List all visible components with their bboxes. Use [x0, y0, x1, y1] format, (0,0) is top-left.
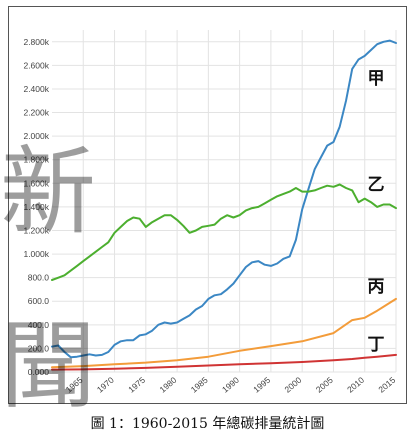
y-tick-label: 1.000k: [23, 249, 49, 259]
x-tick-label: 1975: [126, 375, 147, 395]
y-tick-label: 1.200k: [23, 225, 49, 235]
x-tick-label: 2015: [376, 375, 397, 395]
series-line-1: [51, 39, 397, 359]
series-label-4: 丁: [368, 335, 385, 355]
series-line-2: [51, 183, 397, 281]
series-label-3: 丙: [368, 277, 385, 297]
series-label-1: 甲: [368, 69, 385, 89]
y-tick-label: 0.000: [28, 367, 50, 377]
series-label-2: 乙: [368, 175, 385, 195]
y-tick-label: 1.600k: [23, 178, 49, 188]
x-tick-label: 1970: [95, 375, 116, 395]
x-tick-label: 1980: [157, 375, 178, 395]
y-tick-label: 1.800k: [23, 155, 49, 165]
y-tick-label: 600.0: [28, 296, 50, 306]
x-tick-label: 1985: [189, 375, 210, 395]
x-tick-label: 1995: [251, 375, 272, 395]
x-tick-label: 2005: [314, 375, 335, 395]
x-tick-label: 1990: [220, 375, 241, 395]
chart-frame: [8, 6, 407, 404]
x-tick-label: 2000: [283, 375, 304, 395]
series-line-4: [51, 353, 397, 371]
y-tick-label: 1.400k: [23, 202, 49, 212]
line-chart: 0.000 200.0 400.0 600.0 800.0 1.000k 1.200k 1.4…: [23, 30, 397, 395]
y-tick-label: 2.800k: [23, 37, 49, 47]
watermark-char-2: 聞: [0, 310, 96, 422]
y-tick-label: 800.0: [28, 273, 50, 283]
y-tick-label: 2.000k: [23, 131, 49, 141]
y-tick-label: 2.400k: [23, 84, 49, 94]
y-tick-label: 400.0: [28, 320, 50, 330]
y-tick-label: 200.0: [28, 343, 50, 353]
watermark-char-1: 新: [0, 136, 96, 248]
y-tick-label: 2.200k: [23, 108, 49, 118]
y-tick-label: 2.600k: [23, 60, 49, 70]
series-line-3: [51, 297, 397, 369]
x-tick-label: 2010: [345, 375, 366, 395]
figure-caption: 圖 1：1960-2015 年總碳排量統計圖: [90, 416, 325, 432]
